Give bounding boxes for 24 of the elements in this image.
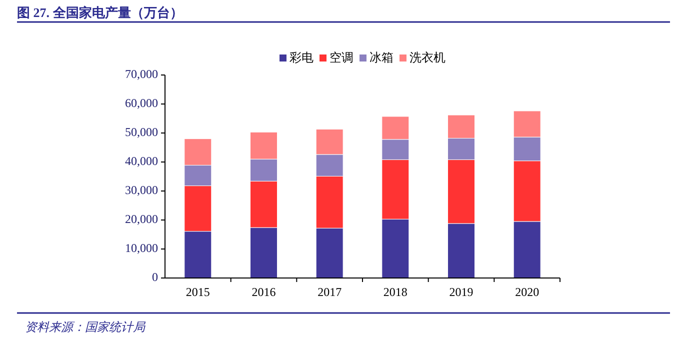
title: 图 27. 全国家电产量（万台） [17,4,183,20]
y-tick-label: 30,000 [125,182,158,197]
text: 资料来源：国家统计局 [25,320,146,334]
x-tick-label: 2015 [186,284,210,299]
legend-item: 彩电 [280,50,314,64]
x-tick-label: 2017 [318,284,342,299]
x-tick-label: 2019 [449,284,474,299]
y-tick-label: 50,000 [125,124,158,139]
y-tick-label: 60,000 [125,96,158,110]
y-tick-label: 10,000 [125,240,158,255]
legend-label: 彩电 [290,50,314,64]
x-tick-label: 2018 [383,284,408,299]
legend-label: 冰箱 [370,50,394,64]
legend-label: 空调 [330,50,354,64]
legend-item: 洗衣机 [400,50,446,64]
y-tick-label: 0 [152,270,158,284]
x-tick-label: 2020 [515,284,540,299]
x-tick-label: 2016 [252,284,276,299]
legend-label: 洗衣机 [410,50,446,64]
y-tick-label: 70,000 [125,66,158,81]
legend-item: 空调 [320,50,354,64]
y-tick-label: 20,000 [125,212,158,226]
y-tick-label: 40,000 [125,154,158,168]
legend-item: 冰箱 [360,50,394,64]
